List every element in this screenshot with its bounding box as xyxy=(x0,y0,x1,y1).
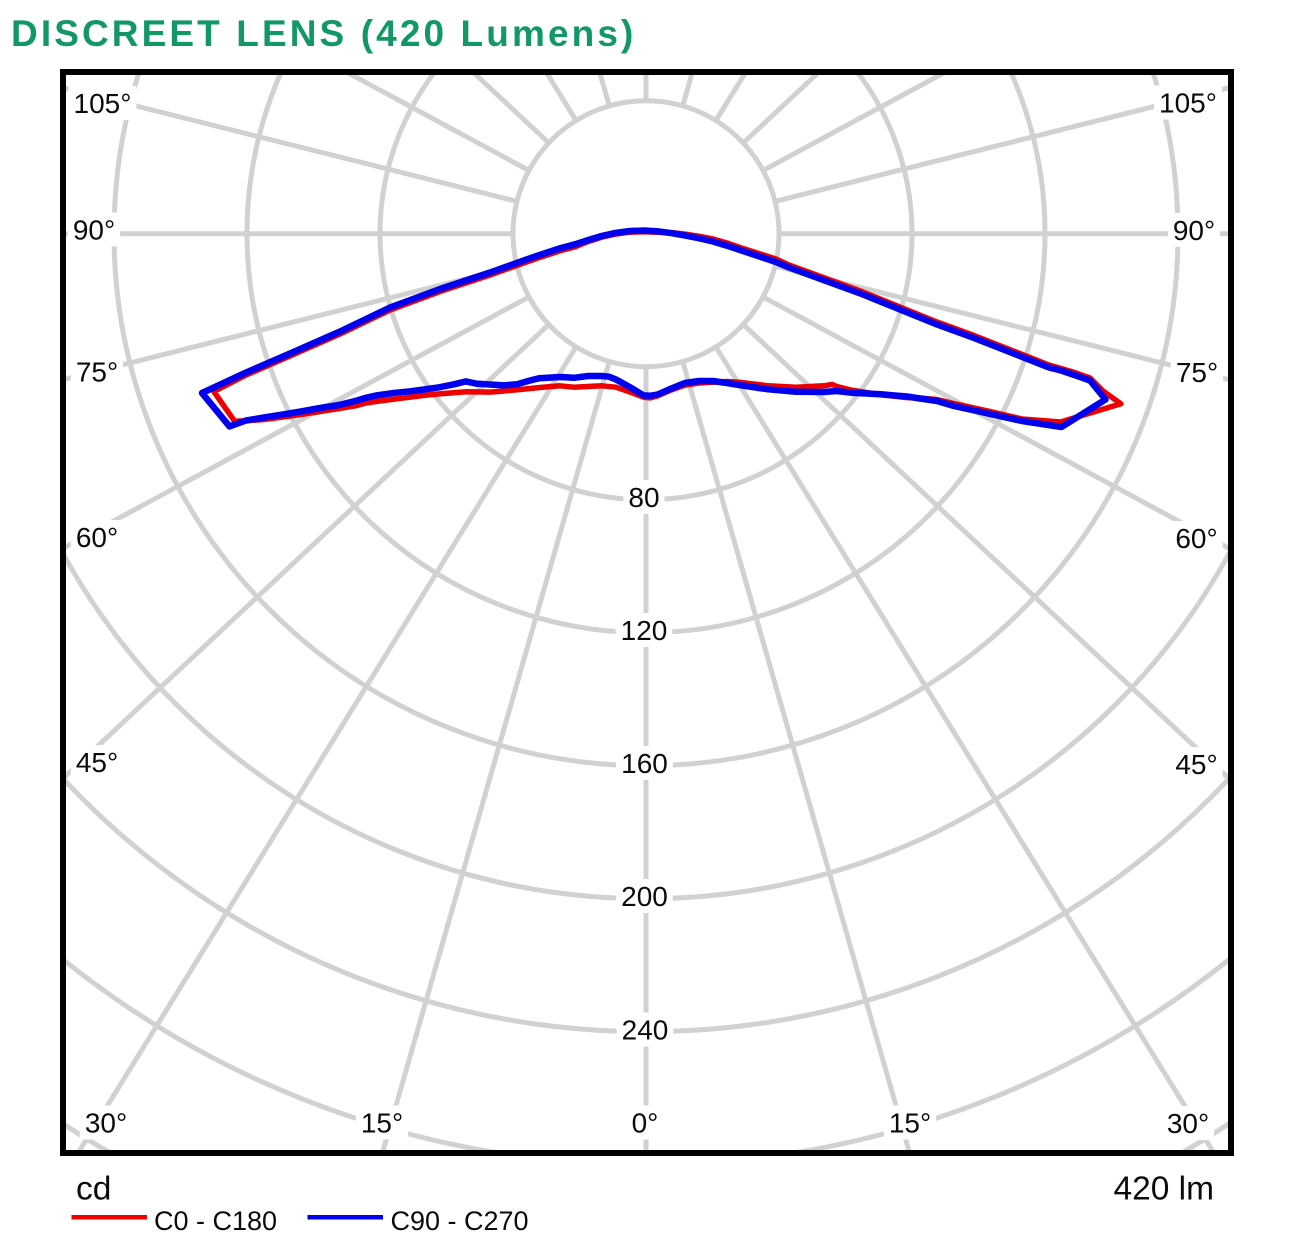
svg-text:30°: 30° xyxy=(1167,1108,1209,1139)
svg-text:cd: cd xyxy=(76,1171,111,1208)
svg-text:90°: 90° xyxy=(1173,215,1215,246)
svg-text:120: 120 xyxy=(621,615,668,646)
svg-text:60°: 60° xyxy=(76,522,118,553)
svg-text:75°: 75° xyxy=(76,357,118,388)
svg-text:0°: 0° xyxy=(632,1108,659,1139)
svg-text:160: 160 xyxy=(621,748,668,779)
svg-text:75°: 75° xyxy=(1176,357,1218,388)
svg-text:200: 200 xyxy=(621,881,668,912)
svg-text:240: 240 xyxy=(622,1015,669,1046)
svg-text:90°: 90° xyxy=(73,215,115,246)
svg-text:45°: 45° xyxy=(1175,749,1217,780)
svg-text:C90 - C270: C90 - C270 xyxy=(391,1206,529,1236)
svg-text:DISCREET LENS (420 Lumens): DISCREET LENS (420 Lumens) xyxy=(11,13,636,54)
svg-text:15°: 15° xyxy=(361,1108,403,1139)
svg-text:30°: 30° xyxy=(85,1108,127,1139)
svg-text:80: 80 xyxy=(628,482,659,513)
svg-text:105°: 105° xyxy=(74,88,132,119)
svg-text:420 lm: 420 lm xyxy=(1113,1171,1214,1208)
svg-text:C0 - C180: C0 - C180 xyxy=(154,1206,277,1236)
svg-text:60°: 60° xyxy=(1175,523,1217,554)
svg-text:15°: 15° xyxy=(889,1108,931,1139)
svg-text:105°: 105° xyxy=(1159,88,1217,119)
svg-text:45°: 45° xyxy=(76,747,118,778)
